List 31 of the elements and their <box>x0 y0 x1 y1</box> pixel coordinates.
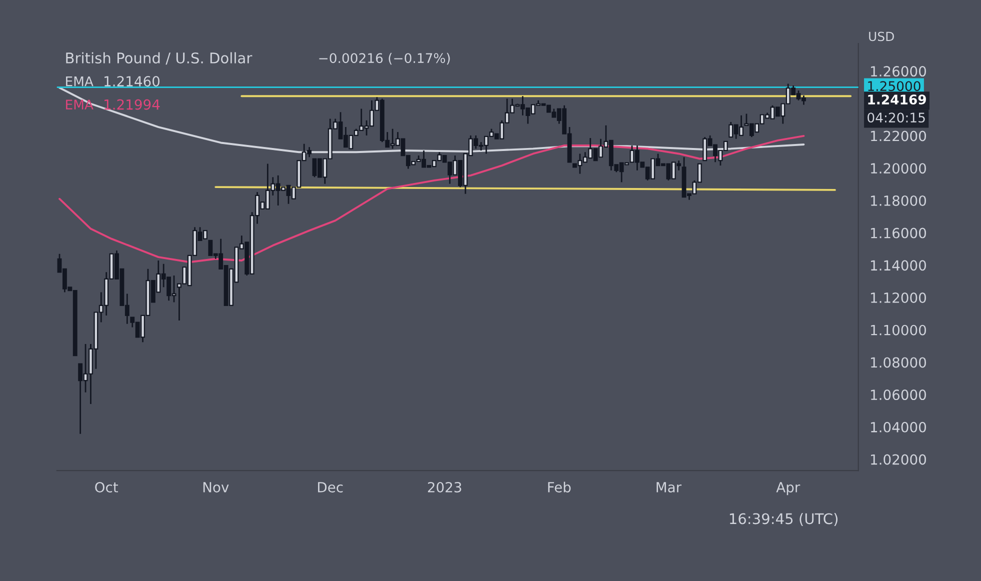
x-tick-label: 2023 <box>428 482 462 492</box>
text: 16:39:45 (UTC) <box>730 512 838 526</box>
annotation: 1.21994 <box>104 99 160 110</box>
y-tick-label: 1.20000 <box>871 163 926 174</box>
ref-line-label: 1.25000 <box>868 81 920 92</box>
y-tick-label: 1.18000 <box>871 195 926 206</box>
text: 1.24169 <box>868 94 926 105</box>
text: EMA <box>66 100 94 110</box>
text: 04:20:15 <box>868 112 925 123</box>
x-tick-label: Dec <box>318 482 343 492</box>
text: −0.00216 (−0.17%) <box>319 52 450 65</box>
x-tick-label: Feb <box>548 482 571 492</box>
y-tick-label: 1.14000 <box>871 260 926 271</box>
series-label: EMA <box>66 76 94 86</box>
y-tick-label: 1.02000 <box>871 454 926 465</box>
y-tick-label: 1.22000 <box>871 130 926 142</box>
y-tick-label: 1.10000 <box>871 324 926 336</box>
annotation: 1.21460 <box>104 76 160 87</box>
y-axis-title: USD <box>869 32 894 42</box>
y-tick-label: 1.08000 <box>871 357 926 368</box>
text: British Pound / U.S. Dollar <box>66 52 252 65</box>
y-tick-label: 1.06000 <box>871 390 926 400</box>
y-tick-label: 1.26000 <box>871 66 926 77</box>
line-series <box>58 134 805 264</box>
y-tick-label: 1.16000 <box>871 228 926 238</box>
x-tick-label: Mar <box>656 482 682 492</box>
x-tick-label: Nov <box>203 482 229 492</box>
x-tick-label: Apr <box>776 482 800 496</box>
y-tick-label: 1.04000 <box>871 422 926 432</box>
y-tick-label: 1.12000 <box>871 292 926 304</box>
x-tick-label: Oct <box>95 482 118 492</box>
